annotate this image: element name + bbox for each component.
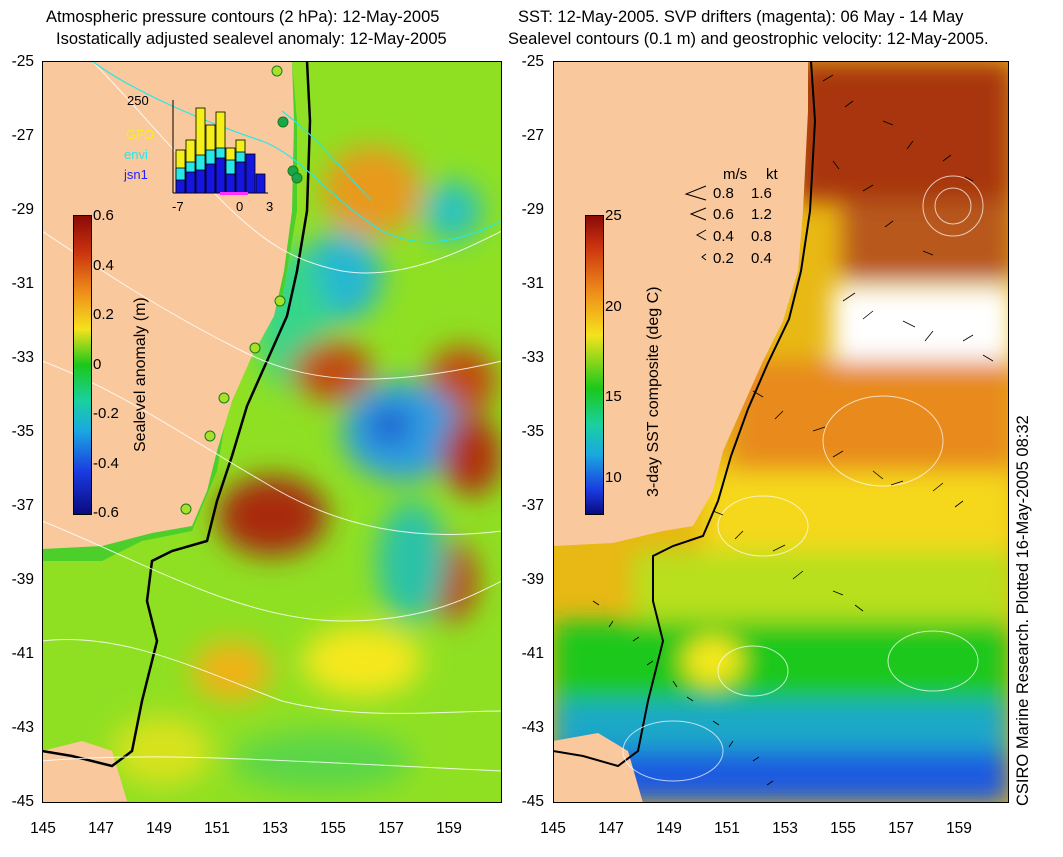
credit-label: CSIRO Marine Research. Plotted 16-May-20… bbox=[1014, 415, 1032, 806]
velocity-key-arrows bbox=[684, 185, 707, 261]
right-title-line2: Sealevel contours (0.1 m) and geostrophi… bbox=[508, 30, 989, 48]
right-lat-tick-0: -25 bbox=[521, 53, 544, 70]
left-lat-tick-9: -43 bbox=[11, 719, 34, 736]
left-lat-tick-0: -25 bbox=[11, 53, 34, 70]
left-lon-tick-7: 159 bbox=[436, 820, 462, 837]
legend-envi: envi bbox=[124, 147, 148, 162]
right-lat-tick-6: -37 bbox=[521, 497, 544, 514]
right-lat-tick-5: -35 bbox=[521, 423, 544, 440]
sealevel-tick-4: -0.2 bbox=[93, 405, 119, 422]
velocity-key-kt-2: 0.8 bbox=[751, 228, 772, 245]
left-title-line1: Atmospheric pressure contours (2 hPa): 1… bbox=[46, 8, 440, 26]
left-lat-tick-5: -35 bbox=[11, 423, 34, 440]
right-lat-tick-4: -33 bbox=[521, 349, 544, 366]
right-lat-tick-3: -31 bbox=[521, 275, 544, 292]
right-lat-tick-1: -27 bbox=[521, 127, 544, 144]
left-lon-tick-4: 153 bbox=[262, 820, 288, 837]
shelf-edge-line bbox=[42, 61, 312, 768]
legend-jsn1: jsn1 bbox=[124, 167, 148, 182]
sealevel-tick-5: -0.4 bbox=[93, 455, 119, 472]
right-lat-tick-8: -41 bbox=[521, 645, 544, 662]
right-lon-tick-7: 159 bbox=[946, 820, 972, 837]
sst-colorbar bbox=[585, 215, 604, 515]
left-lat-tick-1: -27 bbox=[11, 127, 34, 144]
velocity-key-ms-0: 0.8 bbox=[713, 185, 734, 202]
sst-map bbox=[553, 61, 1009, 803]
right-lon-tick-3: 151 bbox=[714, 820, 740, 837]
australia-land-right bbox=[553, 61, 808, 546]
left-lat-tick-4: -33 bbox=[11, 349, 34, 366]
left-lat-tick-7: -39 bbox=[11, 571, 34, 588]
tasmania-land bbox=[42, 741, 127, 803]
right-lat-tick-2: -29 bbox=[521, 201, 544, 218]
velocity-key-kt-1: 1.2 bbox=[751, 206, 772, 223]
sst-tick-3: 10 bbox=[605, 469, 622, 486]
velocity-key-header-ms: m/s bbox=[723, 166, 748, 183]
velocity-key-ms-2: 0.4 bbox=[713, 228, 734, 245]
left-lon-tick-2: 149 bbox=[146, 820, 172, 837]
histogram-xtick-1: 0 bbox=[236, 199, 244, 214]
right-lon-tick-5: 155 bbox=[830, 820, 856, 837]
sealevel-colorbar bbox=[73, 215, 92, 515]
right-lat-tick-10: -45 bbox=[521, 793, 544, 810]
right-lon-tick-6: 157 bbox=[888, 820, 914, 837]
left-lat-tick-6: -37 bbox=[11, 497, 34, 514]
sealevel-tick-0: 0.6 bbox=[93, 207, 114, 224]
left-lon-tick-5: 155 bbox=[320, 820, 346, 837]
left-lat-tick-2: -29 bbox=[11, 201, 34, 218]
velocity-arrows bbox=[592, 74, 994, 786]
right-lon-tick-1: 147 bbox=[598, 820, 624, 837]
left-lon-tick-6: 157 bbox=[378, 820, 404, 837]
right-lon-tick-0: 145 bbox=[540, 820, 566, 837]
left-title-line2: Isostatically adjusted sealevel anomaly:… bbox=[56, 30, 447, 48]
velocity-key-kt-0: 1.6 bbox=[751, 185, 772, 202]
right-lat-tick-9: -43 bbox=[521, 719, 544, 736]
altimeter-histogram-inset bbox=[120, 90, 280, 220]
histogram-ymax-label: 250 bbox=[127, 93, 149, 108]
left-map-frame bbox=[42, 61, 502, 803]
left-lon-tick-1: 147 bbox=[88, 820, 114, 837]
left-lon-tick-3: 151 bbox=[204, 820, 230, 837]
sealevel-tick-6: -0.6 bbox=[93, 504, 119, 521]
sst-tick-1: 20 bbox=[605, 298, 622, 315]
tasmania-land-right bbox=[553, 733, 643, 803]
sealevel-tick-1: 0.4 bbox=[93, 257, 114, 274]
velocity-key-header-kt: kt bbox=[766, 166, 778, 183]
coastline-right bbox=[553, 61, 817, 768]
left-lat-tick-10: -45 bbox=[11, 793, 34, 810]
sst-tick-2: 15 bbox=[605, 388, 622, 405]
right-title-line1: SST: 12-May-2005. SVP drifters (magenta)… bbox=[518, 8, 964, 26]
right-lat-tick-7: -39 bbox=[521, 571, 544, 588]
legend-gfo: GFO bbox=[126, 127, 155, 142]
histogram-xtick-2: 3 bbox=[266, 199, 274, 214]
histogram-xtick-0: -7 bbox=[172, 199, 184, 214]
left-lat-tick-3: -31 bbox=[11, 275, 34, 292]
sst-map-graphic bbox=[553, 61, 1009, 803]
sealevel-tick-2: 0.2 bbox=[93, 306, 114, 323]
sealevel-tick-3: 0 bbox=[93, 356, 102, 373]
left-lat-tick-8: -41 bbox=[11, 645, 34, 662]
right-map-frame bbox=[553, 61, 1009, 803]
velocity-key-ms-3: 0.2 bbox=[713, 250, 734, 267]
right-lon-tick-2: 149 bbox=[656, 820, 682, 837]
right-lon-tick-4: 153 bbox=[772, 820, 798, 837]
velocity-key-kt-3: 0.4 bbox=[751, 250, 772, 267]
left-lon-tick-0: 145 bbox=[30, 820, 56, 837]
histogram-graphic bbox=[172, 100, 268, 195]
sst-tick-0: 25 bbox=[605, 207, 622, 224]
velocity-key-ms-1: 0.6 bbox=[713, 206, 734, 223]
